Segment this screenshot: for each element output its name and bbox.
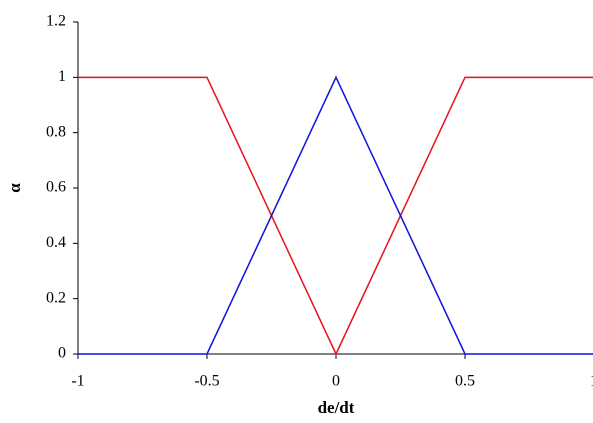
x-tick-label: 0.5: [455, 373, 475, 390]
y-tick-label: 0.6: [46, 179, 66, 196]
y-tick-label: 0.8: [46, 123, 66, 140]
x-tick-label: 0: [332, 373, 340, 390]
series-line: [78, 75, 593, 355]
y-tick-label: 0.2: [46, 289, 66, 306]
y-tick-label: 1.2: [46, 13, 66, 30]
y-axis-title: α: [5, 183, 24, 193]
x-tick-label: -0.5: [194, 373, 219, 390]
x-tick-label: 1: [590, 373, 593, 390]
y-tick-label: 0.4: [46, 234, 66, 251]
x-tick-label: -1: [71, 373, 84, 390]
y-tick-label: 1: [58, 68, 66, 85]
x-axis-title: de/dt: [318, 398, 355, 417]
series-line: [78, 76, 593, 356]
y-tick-label: 0: [58, 345, 66, 362]
